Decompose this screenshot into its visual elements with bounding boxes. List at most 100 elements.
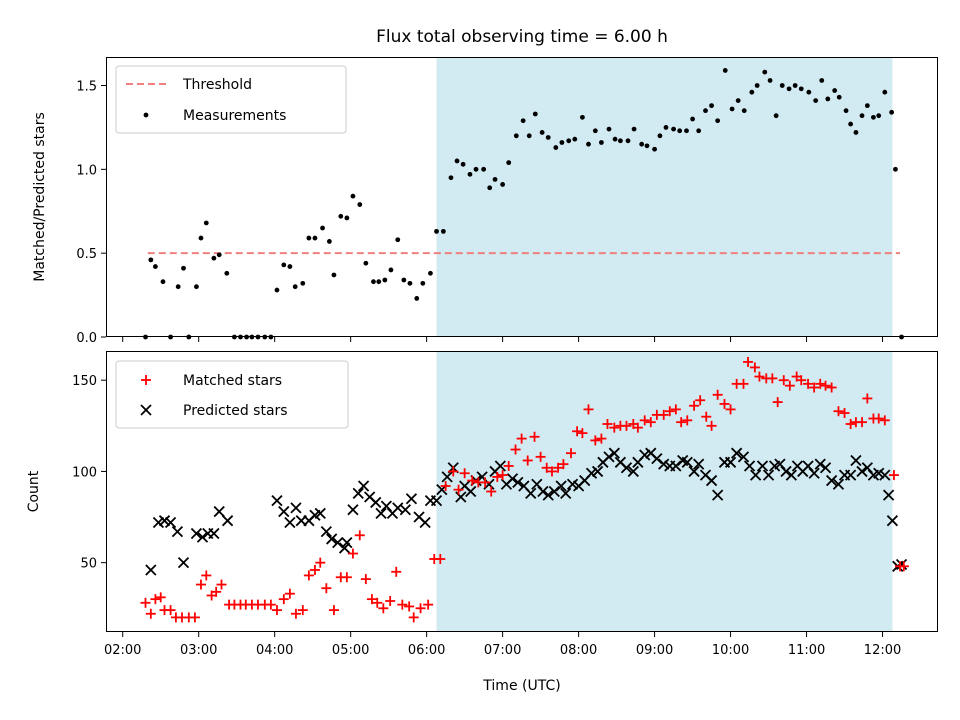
measurement-point bbox=[749, 89, 755, 95]
matched-stars-point bbox=[719, 398, 730, 409]
top-y-tick-label: 1.5 bbox=[76, 80, 97, 95]
measurement-point bbox=[722, 68, 728, 73]
predicted-stars-point-b bbox=[284, 516, 296, 529]
matched-stars-point bbox=[645, 417, 656, 428]
predicted-stars-point-b bbox=[399, 504, 412, 516]
measurement-point bbox=[203, 220, 209, 226]
measurement-point bbox=[631, 126, 637, 132]
matched-stars-point bbox=[408, 612, 419, 623]
matched-stars-point bbox=[857, 417, 868, 428]
matched-stars-point bbox=[558, 459, 569, 470]
matched-stars-point bbox=[366, 594, 377, 605]
top-panel-y-axis-label: Matched/Predicted stars bbox=[32, 112, 48, 282]
measurement-point bbox=[876, 113, 882, 119]
predicted-stars-point-b bbox=[832, 478, 845, 490]
matched-stars-point bbox=[535, 451, 546, 462]
measurement-point bbox=[709, 103, 714, 109]
predicted-stars-point bbox=[208, 527, 220, 540]
matched-stars-point bbox=[201, 570, 212, 581]
predicted-stars-point-b bbox=[802, 460, 814, 472]
matched-stars-point bbox=[321, 583, 332, 594]
bottom-legend-box bbox=[115, 360, 349, 429]
measurement-point bbox=[871, 114, 876, 120]
matched-stars-point bbox=[778, 375, 789, 386]
predicted-stars-point bbox=[627, 465, 639, 478]
predicted-stars-point bbox=[145, 564, 157, 576]
predicted-stars-point-b bbox=[879, 469, 891, 481]
matched-stars-point bbox=[845, 418, 856, 429]
matched-stars-point bbox=[271, 605, 282, 616]
measurement-point bbox=[572, 136, 578, 142]
measurement-point bbox=[843, 108, 849, 114]
measurement-point bbox=[813, 98, 819, 103]
predicted-stars-point bbox=[756, 460, 769, 472]
predicted-stars-point-b bbox=[591, 465, 604, 478]
predicted-stars-point-b bbox=[221, 515, 234, 527]
x-tick-label: 12:00 bbox=[864, 643, 901, 658]
measurement-point bbox=[663, 125, 669, 130]
measurement-point bbox=[487, 185, 493, 191]
predicted-stars-point bbox=[688, 465, 700, 478]
predicted-stars-point-b bbox=[705, 474, 718, 487]
x-tick-label: 04:00 bbox=[256, 643, 293, 658]
measurement-point bbox=[762, 69, 768, 75]
predicted-stars-point-b bbox=[651, 453, 663, 465]
measurement-point bbox=[520, 118, 526, 124]
legend-x-marker-b bbox=[140, 404, 152, 416]
measurement-point bbox=[194, 284, 199, 290]
predicted-stars-point bbox=[375, 507, 387, 520]
predicted-stars-point bbox=[737, 451, 750, 463]
legend-measurements-swatch bbox=[143, 112, 149, 118]
measurement-point bbox=[224, 270, 230, 276]
measurement-point bbox=[312, 235, 318, 241]
predicted-stars-point bbox=[278, 505, 290, 518]
predicted-stars-point-b bbox=[614, 456, 627, 468]
predicted-stars-point-b bbox=[190, 527, 203, 540]
matched-stars-point bbox=[898, 561, 909, 572]
measurement-point bbox=[617, 138, 623, 144]
predicted-stars-point bbox=[506, 473, 519, 485]
measurement-point bbox=[473, 166, 479, 172]
measurement-point bbox=[703, 108, 708, 114]
predicted-stars-point bbox=[326, 533, 338, 545]
predicted-stars-point-b bbox=[341, 536, 353, 549]
matched-stars-series bbox=[140, 356, 909, 623]
matched-stars-point bbox=[385, 595, 396, 606]
measurement-point bbox=[735, 98, 741, 103]
predicted-stars-point-b bbox=[608, 447, 620, 459]
predicted-stars-point bbox=[357, 480, 370, 492]
measurement-point bbox=[836, 94, 842, 100]
top-panel-shaded-span bbox=[436, 57, 893, 337]
matched-stars-point bbox=[510, 444, 521, 455]
matched-stars-point bbox=[712, 389, 723, 400]
x-tick-label: 06:00 bbox=[408, 643, 445, 658]
measurement-point bbox=[848, 121, 854, 127]
bottom-panel-x-axis: 02:00 03:00 04:00 05:00 06:00 07:00 08:00 09:00… bbox=[104, 632, 901, 658]
predicted-stars-point bbox=[825, 474, 838, 487]
predicted-stars-point bbox=[512, 476, 524, 489]
predicted-stars-point-b bbox=[688, 465, 700, 478]
matched-stars-point bbox=[315, 557, 326, 568]
matched-stars-point bbox=[265, 599, 276, 610]
predicted-stars-point bbox=[284, 516, 296, 529]
predicted-stars-point-b bbox=[780, 465, 792, 478]
matched-stars-point bbox=[862, 393, 873, 404]
measurement-point bbox=[357, 202, 363, 207]
predicted-stars-point-b bbox=[347, 504, 359, 516]
legend-matched-stars-swatch bbox=[141, 375, 151, 385]
matched-stars-point bbox=[189, 612, 200, 623]
matched-stars-point bbox=[453, 484, 464, 495]
predicted-stars-point bbox=[681, 456, 693, 468]
matched-stars-point bbox=[815, 378, 826, 389]
legend-matched-stars-label: Matched stars bbox=[183, 373, 282, 389]
measurement-point bbox=[175, 284, 181, 290]
measurement-point bbox=[864, 103, 870, 109]
measurement-point bbox=[639, 141, 645, 147]
predicted-stars-point bbox=[832, 478, 845, 490]
x-tick-label: 08:00 bbox=[560, 643, 597, 658]
predicted-stars-point-b bbox=[531, 478, 543, 490]
predicted-stars-point-b bbox=[712, 489, 724, 501]
matched-stars-point bbox=[467, 475, 478, 486]
